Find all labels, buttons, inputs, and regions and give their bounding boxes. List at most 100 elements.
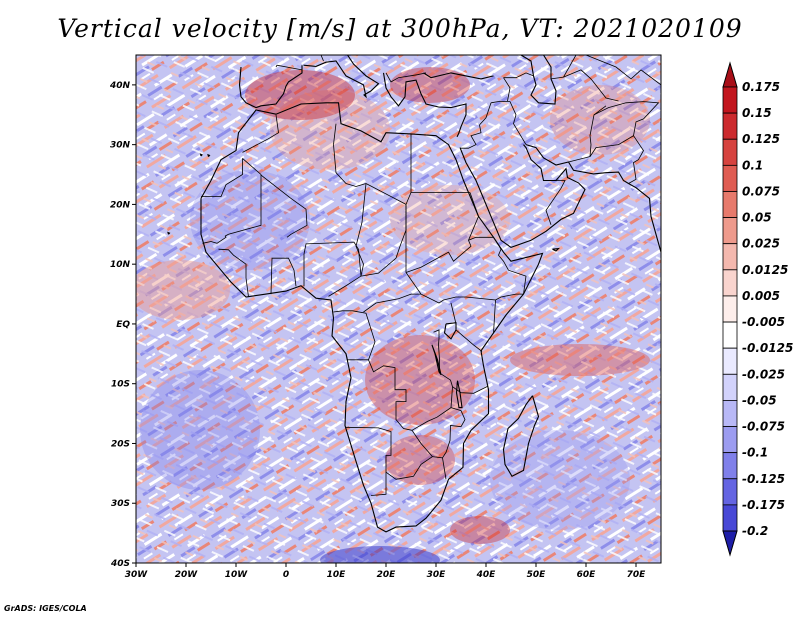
colorbar-swatch <box>722 243 738 271</box>
border-segment <box>460 124 482 149</box>
coastline-segment <box>502 395 540 478</box>
coastline-segment <box>525 144 661 253</box>
colorbar-label: -0.05 <box>742 393 777 407</box>
coastline-segment <box>207 153 211 157</box>
coastline-segment <box>199 153 203 157</box>
colorbar-label: -0.025 <box>742 367 785 381</box>
border-segment <box>452 385 489 394</box>
border-segment <box>450 302 483 352</box>
colorbar-label: 0.175 <box>742 80 780 94</box>
colorbar-swatch <box>722 217 738 245</box>
colorbar-bottom-arrow <box>722 530 738 557</box>
lat-tick-label: 40N <box>109 81 131 91</box>
colorbar-swatch <box>722 86 738 114</box>
border-segment <box>405 192 496 334</box>
colorbar-label: 0.05 <box>742 211 772 225</box>
country-borders <box>201 55 661 496</box>
lat-tick-label: 10N <box>110 260 131 270</box>
coastline-segment <box>238 65 303 109</box>
border-segment <box>344 426 392 496</box>
colorbar-label: 0.1 <box>742 158 763 172</box>
border-segment <box>360 257 397 277</box>
lat-tick-label: 40S <box>110 559 130 569</box>
lon-tick-label: 30E <box>427 570 447 580</box>
colorbar-swatch <box>722 295 738 323</box>
border-segment <box>260 174 308 238</box>
lon-tick-label: 20E <box>377 570 397 580</box>
map-figure: 40N 30N 20N 10N EQ 10S 20S 30S 40S 30W 20W 10W 0 10E… <box>109 54 793 580</box>
coastline-segment <box>459 144 586 249</box>
border-segment <box>563 55 661 86</box>
border-segment <box>363 293 421 313</box>
lake-outline <box>443 322 457 340</box>
border-segment <box>385 456 433 480</box>
border-segment <box>405 192 479 273</box>
coastline-segment <box>200 102 544 533</box>
colorbar-swatch <box>722 164 738 192</box>
colorbar-label: 0.075 <box>742 184 780 198</box>
border-segment <box>568 105 607 163</box>
border-segment <box>490 101 527 145</box>
lon-tick-label: 70E <box>627 570 647 580</box>
lat-tick-label: 20N <box>110 200 131 210</box>
colorbar-label: -0.2 <box>742 524 768 538</box>
coastline-segment <box>382 72 467 138</box>
colorbar-swatch <box>722 452 738 480</box>
border-segment <box>628 135 644 184</box>
border-segment <box>201 158 243 197</box>
colorbar-label: 0.005 <box>742 289 780 303</box>
coastline-segment <box>520 55 557 105</box>
lon-tick-label: 10W <box>225 570 249 580</box>
border-segment <box>442 407 466 459</box>
colorbar-label: -0.1 <box>742 446 768 460</box>
coastline-segment <box>423 72 494 80</box>
colorbar-swatch <box>722 400 738 427</box>
colorbar-label: 0.15 <box>742 106 772 120</box>
lon-tick-label: 40E <box>476 570 497 580</box>
lat-tick-label: 30N <box>110 141 131 151</box>
colorbar-label: -0.125 <box>742 472 785 486</box>
colorbar-label: -0.0125 <box>742 341 793 355</box>
lat-tick-label: EQ <box>116 320 130 330</box>
colorbar-swatch <box>722 269 738 297</box>
colorbar-label: -0.175 <box>742 498 785 512</box>
border-segment <box>333 123 337 145</box>
coastline-segment <box>303 55 380 99</box>
border-segment <box>433 329 440 373</box>
longitude-labels: 30W 20W 10W 0 10E 20E 30E 40E 50E 60E 70E <box>125 563 646 580</box>
colorbar-swatch <box>722 478 738 506</box>
lon-tick-label: 50E <box>527 570 547 580</box>
colorbar: 0.175 0.15 0.125 0.1 0.075 0.05 0.025 0.0125 0.0… <box>722 61 793 557</box>
border-segment <box>275 64 303 71</box>
coastline-segment <box>552 247 561 252</box>
border-segment <box>270 257 297 295</box>
colorbar-label: 0.125 <box>742 132 780 146</box>
border-segment <box>355 183 367 277</box>
border-segment <box>242 114 279 153</box>
colorbar-swatch <box>722 373 738 401</box>
border-segment <box>320 55 324 62</box>
border-segment <box>550 69 619 102</box>
lake-outline <box>455 380 463 409</box>
border-segment <box>543 180 566 225</box>
credit-label: GrADS: IGES/COLA <box>4 604 87 613</box>
colorbar-swatch <box>722 191 738 218</box>
colorbar-swatch <box>722 426 738 454</box>
border-segment <box>333 310 376 360</box>
colorbar-swatch <box>722 138 738 166</box>
lon-tick-label: 60E <box>577 570 597 580</box>
colorbar-swatch <box>722 321 738 349</box>
map-frame <box>135 54 662 564</box>
border-segment <box>224 158 262 237</box>
border-segment <box>589 101 660 157</box>
colorbar-swatch <box>722 504 738 532</box>
lat-tick-label: 20S <box>111 439 130 449</box>
colorbar-label: 0.025 <box>742 237 780 251</box>
colorbar-swatch <box>722 347 738 375</box>
latitude-labels: 40N 30N 20N 10N EQ 10S 20S 30S 40S <box>109 81 136 569</box>
lon-tick-label: 20W <box>175 570 199 580</box>
border-segment <box>503 77 511 102</box>
lon-tick-label: 0 <box>283 570 289 580</box>
border-segment <box>479 102 492 126</box>
border-segment <box>385 72 427 83</box>
